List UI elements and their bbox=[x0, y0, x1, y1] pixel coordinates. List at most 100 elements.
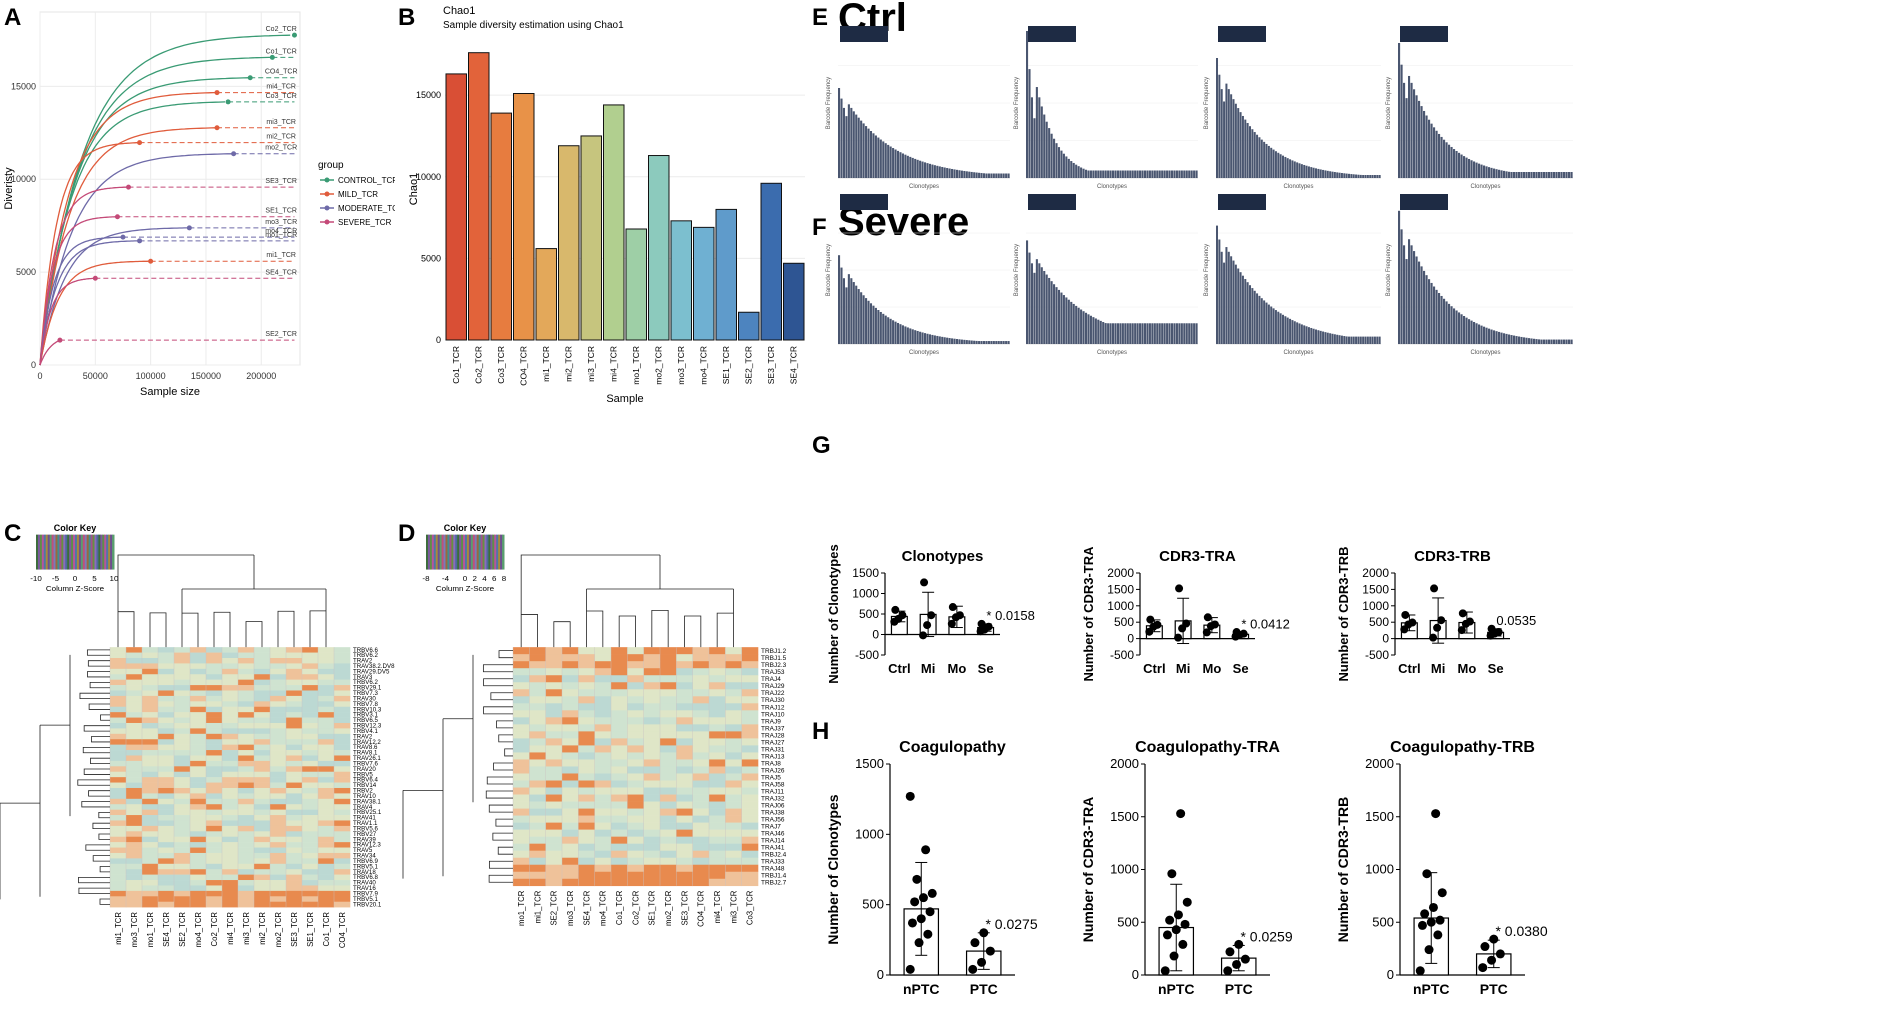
heatmap-cell bbox=[318, 798, 335, 805]
heatmap-cell bbox=[594, 759, 612, 767]
heatmap-cell bbox=[334, 717, 351, 724]
curve-label: CO4_TCR bbox=[265, 69, 298, 76]
heatmap-cell bbox=[286, 760, 303, 767]
frequency-bar bbox=[1080, 309, 1083, 344]
heatmap-cell bbox=[627, 822, 644, 830]
heatmap-cell bbox=[126, 863, 143, 870]
heatmap-cell bbox=[676, 675, 693, 683]
frequency-bar bbox=[995, 173, 998, 178]
heatmap-cell bbox=[318, 852, 335, 859]
chart-title: Clonotypes bbox=[902, 548, 984, 565]
heatmap-cell bbox=[725, 857, 742, 866]
frequency-bar bbox=[1463, 156, 1466, 178]
heatmap-cell bbox=[286, 809, 303, 816]
heatmap-cell bbox=[174, 890, 191, 897]
frequency-bar bbox=[982, 173, 986, 178]
frequency-bar bbox=[847, 274, 850, 344]
frequency-bar bbox=[1173, 323, 1176, 344]
row-label: TRBV4.1 bbox=[353, 729, 379, 735]
heatmap-cell bbox=[174, 863, 191, 870]
color-key-band bbox=[465, 534, 468, 570]
heatmap-cell bbox=[206, 722, 223, 729]
heatmap-cell bbox=[513, 759, 530, 767]
heatmap-cell bbox=[725, 745, 742, 753]
heatmap-cell bbox=[110, 804, 127, 810]
row-label: TRBV25.1 bbox=[353, 810, 382, 816]
row-label: TRAJ41 bbox=[761, 845, 785, 852]
heatmap-cell bbox=[222, 836, 239, 843]
heatmap-cell bbox=[190, 793, 207, 800]
heatmap-cell bbox=[578, 668, 595, 676]
color-key-title: Color Key bbox=[444, 523, 487, 533]
heatmap-cell bbox=[222, 657, 239, 664]
frequency-bar bbox=[1322, 331, 1325, 344]
frequency-bar bbox=[1158, 323, 1161, 344]
x-tick-label: Co2_TCR bbox=[474, 346, 484, 384]
frequency-bar bbox=[1253, 290, 1256, 344]
heatmap-cell bbox=[334, 793, 351, 800]
heatmap-cell bbox=[302, 647, 319, 653]
heatmap-cell bbox=[190, 836, 207, 843]
frequency-bar bbox=[882, 141, 885, 178]
heatmap-cell bbox=[238, 657, 255, 664]
chart-subtitle: Sample diversity estimation using Chao1 bbox=[443, 20, 624, 31]
frequency-bar bbox=[1525, 337, 1528, 344]
heatmap-cell bbox=[222, 663, 239, 670]
heatmap-cell bbox=[222, 809, 239, 816]
row-label: TRAV20 bbox=[353, 767, 376, 773]
color-key-band bbox=[459, 534, 462, 570]
data-point bbox=[955, 611, 964, 620]
heatmap-cell bbox=[142, 869, 159, 875]
significance-label: * 0.0259 bbox=[1240, 928, 1292, 944]
x-tick-label: Ctrl bbox=[1143, 661, 1165, 676]
heatmap-cell bbox=[174, 668, 191, 675]
heatmap-cell bbox=[222, 820, 239, 827]
frequency-bar bbox=[1195, 323, 1198, 344]
heatmap-cell bbox=[627, 794, 644, 802]
data-point bbox=[1422, 869, 1432, 879]
curve-label: SE4_TCR bbox=[265, 269, 297, 276]
observed-point bbox=[92, 275, 98, 281]
bar bbox=[468, 52, 490, 341]
frequency-bar bbox=[884, 315, 887, 344]
data-point bbox=[984, 622, 993, 631]
heatmap-cell bbox=[206, 831, 223, 838]
heatmap-cell bbox=[513, 850, 530, 858]
heatmap-cell bbox=[594, 703, 612, 711]
heatmap-cell bbox=[741, 717, 759, 725]
heatmap-cell bbox=[158, 657, 175, 664]
frequency-bar bbox=[1376, 175, 1379, 178]
heatmap-cell bbox=[562, 864, 579, 873]
frequency-bar bbox=[1373, 175, 1376, 178]
observed-point bbox=[114, 214, 120, 220]
frequency-bar bbox=[1525, 172, 1528, 178]
heatmap-cell bbox=[643, 661, 661, 669]
heatmap-cell bbox=[190, 820, 207, 827]
frequency-bar bbox=[1050, 281, 1053, 344]
rarefaction-curve bbox=[39, 240, 140, 366]
column-label: mo2_TCR bbox=[274, 912, 283, 948]
heatmap-cell bbox=[110, 717, 127, 724]
heatmap-cell bbox=[578, 857, 595, 866]
frequency-bar bbox=[1555, 339, 1558, 344]
frequency-bar bbox=[1035, 259, 1038, 344]
color-key-band bbox=[73, 534, 76, 570]
heatmap-cell bbox=[692, 808, 710, 816]
y-tick-label: 1500 bbox=[1365, 809, 1394, 824]
heatmap-cell bbox=[254, 706, 271, 713]
mini-y-label: Barcode Frequency bbox=[1204, 244, 1210, 296]
heatmap-cell bbox=[594, 661, 612, 669]
row-label: TRAJ10 bbox=[761, 711, 785, 718]
y-tick-label: 500 bbox=[859, 607, 879, 621]
heatmap-cell bbox=[174, 831, 191, 838]
heatmap-cell bbox=[270, 663, 287, 670]
frequency-bar bbox=[990, 173, 993, 178]
frequency-bar bbox=[1270, 147, 1273, 178]
frequency-bar bbox=[985, 341, 988, 344]
frequency-bar bbox=[1050, 133, 1053, 178]
color-key-band bbox=[75, 534, 78, 570]
frequency-bar bbox=[1239, 112, 1242, 178]
heatmap-cell bbox=[741, 654, 759, 662]
heatmap-cell bbox=[302, 782, 319, 789]
